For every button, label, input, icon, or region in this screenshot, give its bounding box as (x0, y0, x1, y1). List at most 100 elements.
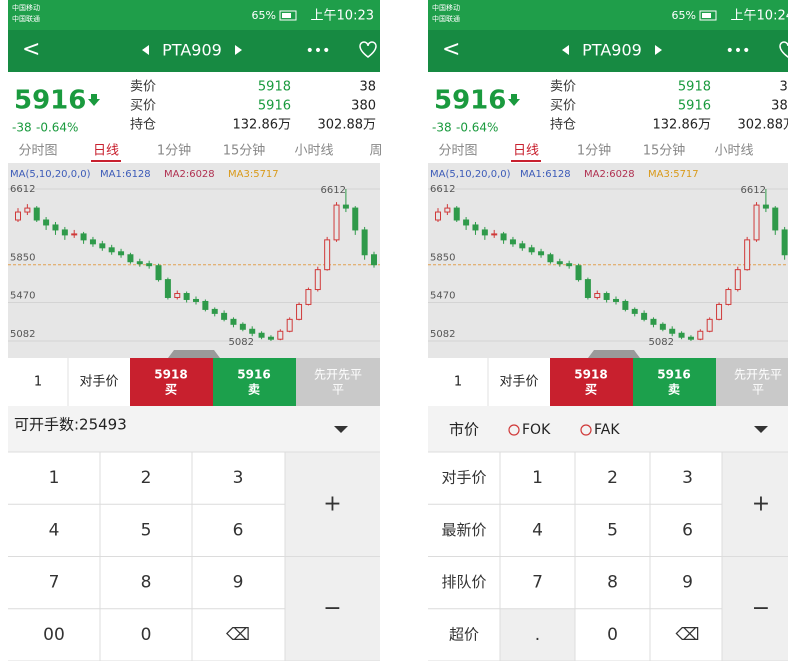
dropdown-arrow[interactable] (334, 426, 348, 433)
keypad-key[interactable]: 6 (233, 520, 244, 540)
keypad-key[interactable]: 2 (141, 468, 152, 488)
price-shortcut-key[interactable]: 超价 (449, 625, 479, 643)
candle-body (547, 254, 554, 263)
keypad-key[interactable]: 4 (532, 520, 543, 540)
candle-body (127, 254, 134, 263)
keypad-key[interactable]: 0 (141, 625, 152, 645)
candle-body (99, 243, 106, 249)
more-button[interactable]: ••• (306, 43, 331, 59)
close-button[interactable] (716, 358, 788, 406)
more-button[interactable]: ••• (726, 43, 751, 59)
candle-body (444, 207, 451, 213)
candle-body (435, 211, 441, 221)
candle-body (52, 224, 59, 231)
keypad-key[interactable]: 00 (43, 625, 65, 645)
chart-tab[interactable]: 日线 (513, 144, 539, 159)
candle-body (118, 251, 125, 256)
keypad-key[interactable]: ⌫ (226, 625, 250, 645)
favorite-icon[interactable] (779, 41, 788, 58)
keypad-key[interactable]: 3 (682, 468, 693, 488)
down-arrow (88, 94, 100, 106)
chart-tab[interactable]: 1分钟 (157, 143, 191, 159)
high-marker: 6612 (321, 185, 346, 196)
ma-legend: MA1:6128 (520, 169, 571, 180)
step-key[interactable]: − (323, 596, 341, 621)
radio-button[interactable] (580, 424, 592, 436)
price-type-button[interactable]: 对手价 (79, 375, 118, 390)
keypad-key[interactable]: 9 (682, 573, 693, 593)
quote-value: 5916 (258, 99, 291, 114)
favorite-icon[interactable] (359, 41, 377, 58)
back-button[interactable]: < (442, 37, 460, 62)
prev-arrow[interactable] (142, 45, 149, 55)
battery-level (282, 13, 291, 18)
buy-button[interactable] (550, 358, 633, 406)
radio-button[interactable] (508, 424, 520, 436)
close-button[interactable] (296, 358, 380, 406)
dropdown-arrow[interactable] (754, 426, 768, 433)
price-type-button[interactable]: 对手价 (499, 375, 538, 390)
chart-tab[interactable]: 日线 (93, 144, 119, 159)
step-key[interactable]: + (323, 491, 341, 516)
keypad-key[interactable]: 5 (607, 520, 618, 540)
keypad-key[interactable]: 5 (141, 520, 152, 540)
keypad-key[interactable]: 1 (532, 468, 543, 488)
chart-tab[interactable]: 1分钟 (577, 143, 611, 159)
prev-arrow[interactable] (562, 45, 569, 55)
sell-button[interactable] (633, 358, 716, 406)
candle-body (324, 239, 331, 271)
step-key[interactable]: + (752, 491, 770, 516)
chart-tab[interactable]: 分时图 (438, 144, 477, 159)
quantity-input[interactable]: 1 (454, 375, 462, 390)
battery-level (702, 13, 711, 18)
price-shortcut-key[interactable]: 排队价 (441, 573, 486, 591)
keypad-key[interactable]: . (535, 625, 540, 645)
chart-area (8, 163, 380, 358)
step-key[interactable]: − (752, 596, 770, 621)
candle-body (80, 233, 87, 241)
last-price: 5916 (14, 86, 86, 116)
sell-button[interactable] (213, 358, 296, 406)
price-shortcut-key[interactable]: 对手价 (441, 469, 486, 487)
candle-body (221, 312, 228, 320)
keypad-key[interactable]: 0 (607, 625, 618, 645)
status-bar (428, 0, 788, 30)
keypad-key[interactable]: 6 (682, 520, 693, 540)
price-shortcut-key[interactable]: 最新价 (441, 521, 486, 539)
close-label: 先开先平 (734, 368, 782, 382)
candle-body (491, 233, 498, 236)
chart-tab[interactable]: 周 (369, 144, 382, 159)
chart-collapse-handle[interactable] (168, 350, 220, 358)
keypad-key[interactable]: 7 (49, 573, 60, 593)
chart-collapse-handle[interactable] (588, 350, 640, 358)
keypad-key[interactable]: 3 (233, 468, 244, 488)
keypad-key[interactable]: ⌫ (675, 625, 699, 645)
quote-label: 买价 (130, 99, 156, 114)
buy-button[interactable] (130, 358, 213, 406)
candle-body (305, 289, 312, 305)
candle-body (641, 312, 648, 320)
chart-tab[interactable]: 分时图 (18, 144, 57, 159)
keypad-key[interactable]: 8 (607, 573, 618, 593)
chart-tab[interactable]: 15分钟 (643, 143, 686, 159)
next-arrow[interactable] (655, 45, 662, 55)
keypad-key[interactable]: 8 (141, 573, 152, 593)
candle-body (603, 293, 610, 300)
chart-tab[interactable]: 小时线 (714, 144, 753, 159)
candle-body (89, 239, 96, 245)
candle-body (613, 298, 619, 302)
quantity-input[interactable]: 1 (34, 375, 42, 390)
keypad-key[interactable]: 4 (49, 520, 60, 540)
keypad-key[interactable]: 2 (607, 468, 618, 488)
next-arrow[interactable] (235, 45, 242, 55)
ma-legend: MA2:6028 (164, 169, 215, 180)
keypad-key[interactable]: 9 (233, 573, 244, 593)
back-button[interactable]: < (22, 37, 40, 62)
keypad-key[interactable]: 7 (532, 573, 543, 593)
keypad-key[interactable]: 1 (49, 468, 60, 488)
candle-body (566, 263, 573, 267)
ma-legend: MA1:6128 (100, 169, 151, 180)
chart-tab[interactable]: 15分钟 (223, 143, 266, 159)
chart-tab[interactable]: 小时线 (294, 144, 333, 159)
